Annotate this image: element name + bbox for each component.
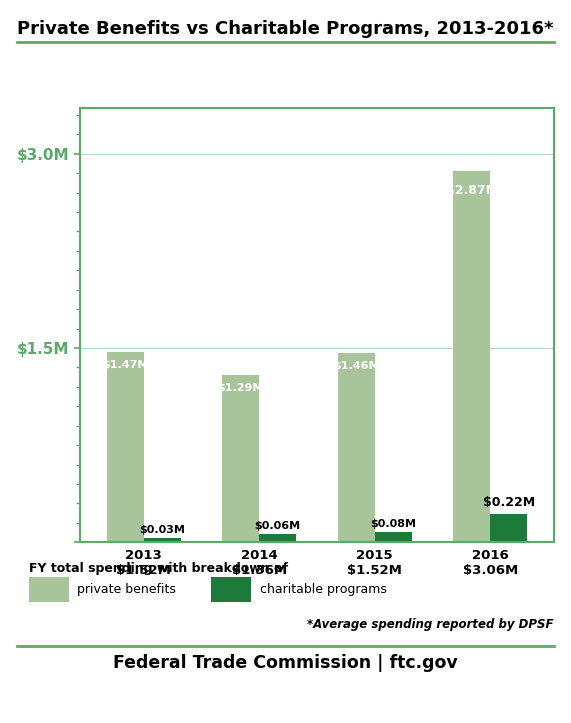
- Text: $0.08M: $0.08M: [370, 518, 416, 529]
- Text: Federal Trade Commission | ftc.gov: Federal Trade Commission | ftc.gov: [113, 654, 458, 672]
- Text: $2.87M: $2.87M: [446, 184, 498, 197]
- Text: $1.46M: $1.46M: [333, 361, 380, 371]
- Text: $0.06M: $0.06M: [255, 521, 301, 531]
- Bar: [259, 534, 296, 542]
- Bar: [453, 171, 490, 542]
- Text: $0.03M: $0.03M: [139, 525, 185, 535]
- Bar: [107, 352, 143, 542]
- Bar: [222, 375, 259, 542]
- Text: $1.29M: $1.29M: [218, 383, 264, 393]
- Text: charitable programs: charitable programs: [260, 583, 387, 596]
- Bar: [143, 539, 180, 542]
- Bar: [375, 532, 412, 542]
- Text: private benefits: private benefits: [77, 583, 176, 596]
- Bar: [337, 354, 375, 542]
- Bar: [490, 514, 527, 542]
- Text: $0.22M: $0.22M: [482, 496, 535, 509]
- Text: *Average spending reported by DPSF: *Average spending reported by DPSF: [307, 618, 554, 631]
- Text: FY total spending with breakdown of: FY total spending with breakdown of: [29, 562, 288, 576]
- Text: $1.47M: $1.47M: [102, 359, 148, 369]
- Text: Private Benefits vs Charitable Programs, 2013-2016*: Private Benefits vs Charitable Programs,…: [17, 20, 554, 38]
